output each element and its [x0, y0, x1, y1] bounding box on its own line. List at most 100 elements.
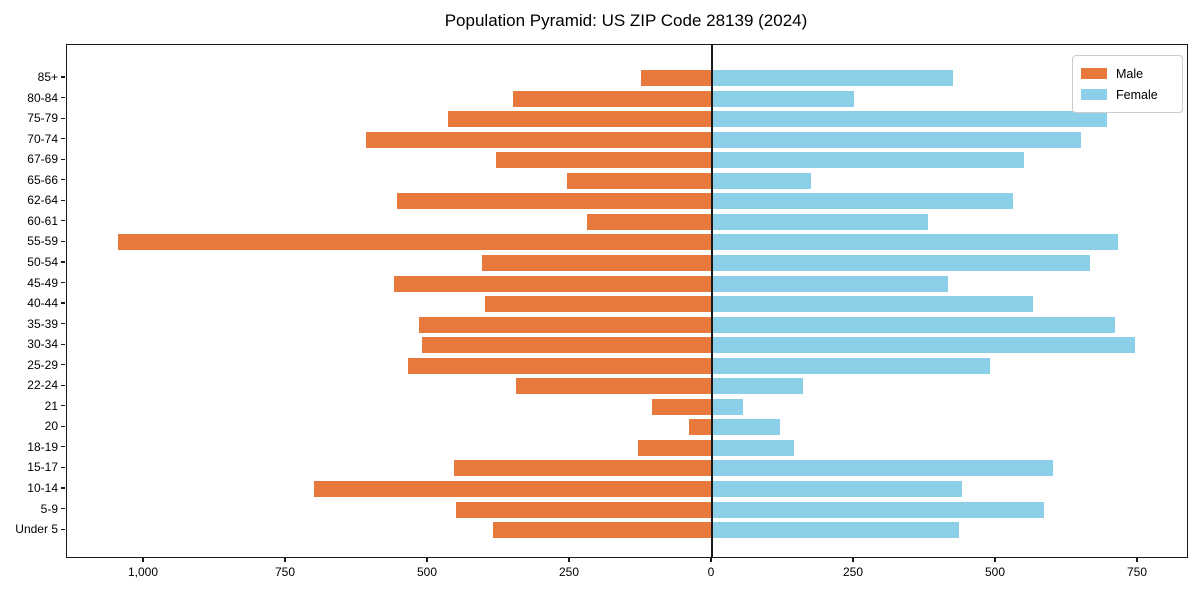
bar-male-80-84: [513, 90, 712, 107]
bar-female-85+: [712, 70, 954, 86]
y-tick-label-15-17: 15-17: [27, 460, 58, 475]
y-tick-mark: [61, 364, 65, 366]
bar-male-40-44: [484, 296, 712, 313]
bar-female-30-34: [712, 337, 1136, 354]
x-tick-mark: [710, 558, 712, 562]
y-tick-label-65-66: 65-66: [27, 172, 58, 187]
y-tick-mark: [61, 158, 65, 160]
bar-male-10-14: [314, 481, 712, 497]
y-tick-mark: [61, 466, 65, 469]
x-tick-mark: [284, 558, 286, 562]
y-tick-mark: [61, 138, 65, 140]
y-tick-label-Under 5: Under 5: [15, 522, 58, 537]
bar-female-25-29: [712, 357, 991, 374]
bar-male-35-39: [419, 316, 712, 333]
y-tick-label-30-34: 30-34: [27, 337, 58, 352]
legend-entry-male: Male: [1081, 63, 1173, 84]
y-tick-label-22-24: 22-24: [27, 378, 58, 393]
bar-female-67-69: [712, 152, 1025, 169]
y-tick-mark: [61, 528, 65, 530]
y-tick-label-80-84: 80-84: [27, 90, 58, 105]
bar-male-65-66: [567, 172, 712, 189]
male-color-swatch: [1081, 68, 1107, 79]
bar-male-55-59: [118, 234, 712, 251]
bar-male-60-61: [587, 213, 712, 230]
y-tick-label-75-79: 75-79: [27, 111, 58, 126]
y-tick-label-70-74: 70-74: [27, 131, 58, 146]
y-tick-label-5-9: 5-9: [40, 501, 58, 516]
x-tick-mark: [142, 558, 144, 562]
x-tick-label-750: 750: [1126, 565, 1148, 579]
y-tick-label-62-64: 62-64: [27, 193, 58, 208]
bar-male-30-34: [422, 337, 712, 354]
plot-area: Male Female: [66, 44, 1188, 558]
y-tick-mark: [61, 96, 65, 99]
legend: Male Female: [1072, 55, 1183, 113]
y-tick-label-45-49: 45-49: [27, 275, 58, 290]
x-tick-label-250: 250: [842, 565, 864, 579]
x-tick-label-250: 250: [558, 565, 580, 579]
bar-male-15-17: [453, 460, 712, 477]
bar-female-20: [712, 419, 781, 436]
bar-female-35-39: [712, 316, 1116, 333]
bar-female-15-17: [712, 460, 1053, 477]
y-tick-label-35-39: 35-39: [27, 316, 58, 331]
y-tick-mark: [61, 405, 65, 407]
bar-male-25-29: [408, 357, 712, 374]
y-tick-label-21: 21: [44, 398, 58, 413]
y-tick-mark: [61, 76, 65, 78]
legend-label-male: Male: [1116, 66, 1144, 81]
bar-female-62-64: [712, 193, 1014, 210]
x-tick-mark: [426, 558, 428, 562]
bar-female-80-84: [712, 90, 854, 107]
y-tick-mark: [61, 384, 65, 386]
y-tick-mark: [61, 220, 65, 222]
bar-female-60-61: [712, 213, 928, 230]
y-tick-label-67-69: 67-69: [27, 152, 58, 167]
y-tick-mark: [61, 281, 65, 284]
x-tick-mark: [852, 558, 854, 562]
y-tick-mark: [61, 179, 65, 181]
x-tick-label-1,000: 1,000: [127, 565, 159, 579]
x-tick-label-750: 750: [274, 565, 296, 579]
y-tick-mark: [61, 323, 65, 325]
y-tick-label-40-44: 40-44: [27, 296, 58, 311]
bar-male-85+: [641, 70, 712, 86]
bar-female-5-9: [712, 501, 1045, 518]
y-tick-label-10-14: 10-14: [27, 481, 58, 495]
y-tick-mark: [61, 199, 65, 201]
bar-male-5-9: [456, 501, 712, 518]
x-tick-mark: [994, 558, 996, 562]
bar-male-22-24: [516, 378, 712, 395]
bar-male-45-49: [393, 275, 712, 292]
bar-female-18-19: [712, 439, 795, 456]
y-tick-mark: [61, 240, 65, 242]
y-tick-mark: [61, 487, 65, 489]
bar-male-70-74: [365, 131, 712, 148]
y-tick-mark: [61, 507, 65, 510]
chart-title: Population Pyramid: US ZIP Code 28139 (2…: [444, 11, 808, 30]
bar-female-45-49: [712, 275, 948, 292]
y-tick-label-25-29: 25-29: [27, 357, 58, 372]
y-tick-label-55-59: 55-59: [27, 234, 58, 249]
bar-female-40-44: [712, 296, 1033, 313]
bar-female-10-14: [712, 481, 962, 497]
x-tick-mark: [568, 558, 570, 562]
y-tick-mark: [61, 117, 65, 119]
y-tick-label-85+: 85+: [37, 70, 58, 84]
bar-female-75-79: [712, 111, 1107, 128]
bar-male-21: [652, 398, 712, 415]
x-tick-label-500: 500: [984, 565, 1006, 579]
bar-male-62-64: [396, 193, 712, 210]
y-tick-label-20: 20: [44, 419, 58, 434]
y-tick-mark: [61, 261, 65, 263]
y-tick-label-60-61: 60-61: [27, 213, 58, 228]
bar-male-18-19: [638, 439, 712, 456]
y-tick-mark: [61, 343, 65, 345]
female-color-swatch: [1081, 89, 1107, 100]
bar-female-50-54: [712, 254, 1090, 271]
bar-male-20: [689, 419, 712, 436]
bar-female-55-59: [712, 234, 1119, 251]
bar-female-Under 5: [712, 522, 960, 539]
